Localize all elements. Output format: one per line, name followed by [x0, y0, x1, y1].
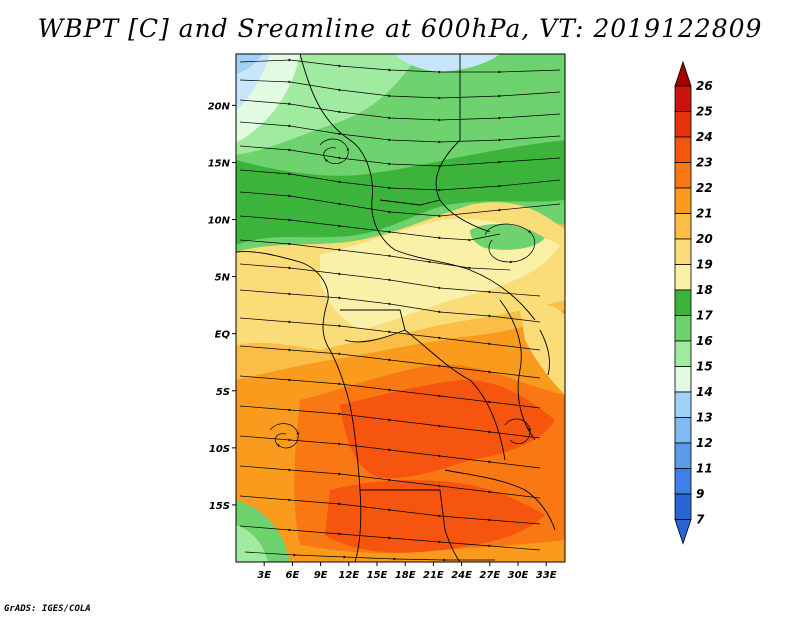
colorbar-segment — [674, 366, 692, 393]
streamline — [239, 121, 561, 144]
colorbar-segment — [674, 340, 692, 367]
longitude-axis: 3E 6E 9E 12E 15E 18E 21E 24E 27E 30E 33E — [257, 562, 557, 581]
streamline — [239, 99, 561, 122]
colorbar-label: 23 — [696, 156, 713, 170]
streamline — [239, 405, 541, 439]
streamline — [269, 423, 300, 449]
colorbar-label: 12 — [696, 436, 713, 450]
streamline — [239, 191, 561, 218]
lon-tick-label: 24E — [451, 570, 472, 581]
colorbar-segment — [674, 85, 692, 112]
grads-credit: GrADS: IGES/COLA — [4, 604, 91, 614]
streamline — [504, 418, 532, 444]
lat-tick-label: 20N — [208, 101, 231, 112]
colorbar-segment — [674, 213, 692, 240]
colorbar-label: 22 — [696, 181, 713, 195]
shade-yellow-east — [520, 304, 565, 395]
lon-tick-label: 30E — [508, 570, 529, 581]
lon-tick-label: 12E — [338, 570, 359, 581]
colorbar-label: 20 — [696, 232, 713, 246]
colorbar-label: 25 — [696, 105, 713, 119]
border-line — [539, 329, 551, 376]
lon-tick-label: 33E — [536, 570, 557, 581]
lat-tick-label: 10S — [209, 444, 230, 455]
colorbar-segment — [674, 442, 692, 469]
colorbar-label: 14 — [696, 385, 713, 399]
colorbar-segment — [674, 187, 692, 214]
colorbar-label: 9 — [696, 487, 704, 501]
colorbar-label: 18 — [696, 283, 713, 297]
streamline — [239, 58, 561, 74]
colorbar-segment — [674, 417, 692, 444]
streamline — [239, 375, 541, 409]
colorbar-label: 13 — [696, 411, 713, 425]
colorbar-label: 21 — [696, 207, 713, 221]
lon-tick-label: 9E — [314, 570, 328, 581]
lat-tick-label: 5S — [216, 387, 230, 398]
colorbar-segment — [674, 111, 692, 138]
streamline — [239, 145, 561, 168]
colorbar-segment — [674, 238, 692, 265]
lon-tick-label: 18E — [395, 570, 416, 581]
lat-tick-label: EQ — [215, 330, 231, 341]
colorbar-top-arrow — [674, 60, 692, 87]
colorbar-label: 19 — [696, 258, 713, 272]
colorbar-label: 7 — [696, 513, 705, 527]
colorbar-segment — [674, 162, 692, 189]
streamline — [239, 465, 541, 499]
streamline — [239, 345, 541, 379]
streamline — [319, 138, 350, 164]
colorbar-label: 26 — [696, 79, 713, 93]
colorbar-segment — [674, 493, 692, 520]
streamline — [239, 169, 561, 192]
lat-tick-label: 15S — [209, 501, 230, 512]
streamline — [244, 551, 495, 562]
colorbar-label: 16 — [696, 334, 713, 348]
colorbar-segment — [674, 391, 692, 418]
lat-tick-label: 10N — [208, 216, 231, 227]
streamline — [239, 79, 561, 100]
colorbar-label: 15 — [696, 360, 713, 374]
colorbar-segment — [674, 136, 692, 163]
streamline — [239, 525, 541, 551]
streamline — [239, 263, 541, 297]
colorbar-bottom-arrow — [674, 519, 692, 545]
lon-tick-label: 21E — [423, 570, 444, 581]
colorbar-segment — [674, 264, 692, 291]
streamlines — [239, 58, 561, 562]
shade-blue-corner — [236, 54, 262, 74]
lon-tick-label: 6E — [286, 570, 300, 581]
streamline — [239, 495, 541, 525]
chart-title: WBPT [C] and Sreamline at 600hPa, VT: 20… — [37, 14, 763, 43]
colorbar-label: 24 — [696, 130, 713, 144]
lon-tick-label: 27E — [479, 570, 500, 581]
streamline — [484, 223, 536, 264]
colorbar: 26 25 24 23 22 21 20 19 18 17 16 15 14 13 12 11 9 7 — [674, 60, 713, 545]
streamline — [239, 215, 501, 242]
streamline — [239, 317, 541, 351]
lon-tick-label: 3E — [257, 570, 271, 581]
latitude-axis: 20N 15N 10N 5N EQ 5S 10S 15S — [208, 101, 236, 512]
lat-tick-label: 5N — [215, 273, 231, 284]
plot-frame — [235, 53, 566, 563]
colorbar-segment — [674, 315, 692, 342]
streamline — [239, 289, 541, 323]
colorbar-label: 17 — [696, 309, 713, 323]
colorbar-segment — [674, 289, 692, 316]
colorbar-label: 11 — [696, 462, 713, 476]
colorbar-segment — [674, 468, 692, 495]
lon-tick-label: 15E — [367, 570, 388, 581]
lat-tick-label: 15N — [208, 158, 231, 169]
